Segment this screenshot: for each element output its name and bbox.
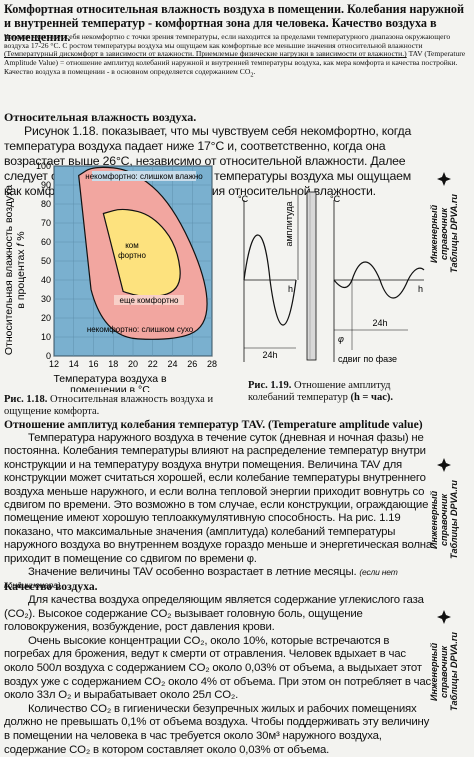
y-axis-label-2: в процентах f % [15,231,27,308]
section-air-paragraph: Для качества воздуха определяющим являет… [4,594,432,757]
y-tick-label: 90 [41,180,51,190]
sidebar-brand-3: Инженерный справочник Таблицы DPVA.ru [429,610,459,722]
figure-119-note: (h = час). [350,391,393,403]
period-right-label: 24h [372,318,387,328]
sidebar-brand-2: Инженерный справочник Таблицы DPVA.ru [429,458,459,570]
intro-part-2: TAV (Temperature Amplitude Value) = отно… [4,49,466,76]
air-text-3: Количество CO₂ в гигиенически безупречны… [4,702,430,756]
y-tick-label: 30 [41,294,51,304]
amplitude-label: амплитуда [284,201,294,246]
zone-center-label-2: фортно [118,251,146,260]
figure-119-text: Отношение амплитуд колебаний температур [248,380,391,403]
x-tick-label: 22 [148,359,158,369]
sidebar-brand-2-text: Инженерный справочник Таблицы DPVA.ru [429,480,459,560]
x-tick-label: 20 [128,359,138,369]
tav-heading-ru: Отношение амплитуд колебания температур … [4,418,266,431]
wall-block [306,191,317,361]
sidebar-brand-1: Инженерный справочник Таблицы DPVA.ru [429,172,459,284]
y-tick-label: 50 [41,256,51,266]
sidebar-brand-1-text: Инженерный справочник Таблицы DPVA.ru [429,194,459,274]
left-h-label: h [288,284,293,294]
figure-119-number: Рис. 1.19. [248,380,292,391]
x-axis-label-2: помещении в °С [70,384,150,392]
zone-top-bg [92,171,196,181]
y-axis-label: Относительная влажность воздуха [3,185,15,355]
intro-part-1: Человек чувствует себя некомфортно с точ… [4,32,451,50]
x-tick-labels: 12 14 16 18 20 22 24 26 28 [49,359,217,369]
x-tick-label: 26 [187,359,197,369]
humidity-link[interactable]: (Температурный дискомфорт в зависимости … [4,49,407,59]
y-tick-label: 10 [41,332,51,342]
x-tick-label: 14 [69,359,79,369]
figure-humidity-chart: Относительная влажность воздуха в процен… [3,161,217,392]
y-tick-label: 40 [41,275,51,285]
zone-top-label: некомфортно: слишком влажно [85,172,203,181]
section-tav-heading: Отношение амплитуд колебания температур … [4,418,423,431]
x-tick-label: 18 [108,359,118,369]
page-title: Комфортная относительная влажность возду… [4,2,464,44]
x-tick-label: 28 [207,359,217,369]
phi-label: φ [338,334,344,344]
compass-icon [437,610,451,624]
y-tick-label: 100 [36,161,51,171]
intro-text: Человек чувствует себя некомфортно с точ… [4,32,470,80]
inner-temperature-wave [333,261,425,299]
figure-118-number: Рис. 1.18. [4,394,48,405]
air-text-1: Для качества воздуха определяющим являет… [4,594,424,634]
period-left-label: 24h [262,350,277,360]
right-h-label: h [418,284,423,294]
y-tick-label: 0 [46,351,51,361]
figure-119-caption: Рис. 1.19. Отношение амплитуд колебаний … [248,380,430,403]
zone-center-label-1: ком [125,241,139,250]
tav-heading-en: (Temperature amplitude value) [268,418,423,431]
tav-note: (если нет кондиционера) [4,567,398,591]
y-tick-label: 80 [41,199,51,209]
zone-still-label: еще комфортно [120,296,180,305]
section-tav-paragraph: Температура наружного воздуха в течение … [4,432,432,593]
tav-text-2: Значение величины TAV особенно возрастае… [28,566,357,579]
air-text-2: Очень высокие концентрации CO₂, около 10… [4,634,432,702]
figure-118-text: Относительная влажность воздуха и ощущен… [4,394,214,417]
section-humidity-heading: Относительная влажность воздуха. [4,110,197,124]
sidebar-brand-3-text: Инженерный справочник Таблицы DPVA.ru [429,632,459,712]
compass-icon [437,172,451,186]
compass-icon [437,458,451,472]
outer-temperature-wave [243,234,297,326]
x-tick-label: 16 [88,359,98,369]
left-unit-label: °С [238,194,249,204]
tav-text: Температура наружного воздуха в течение … [4,432,432,565]
y-tick-label: 60 [41,237,51,247]
zone-bottom-label: некомфортно: слишком сухо [87,325,194,334]
y-tick-label: 20 [41,313,51,323]
x-tick-label: 24 [167,359,177,369]
y-tick-label: 70 [41,218,51,228]
phase-shift-label: сдвиг по фазе [338,354,397,364]
figure-temperature-waves: °С амплитуда h 24h °С h φ 24h сдвиг по ф… [238,190,425,364]
x-axis-label-1: Температура воздуха в [53,373,167,385]
section-air-heading: Качество воздуха. [4,580,98,593]
x-tick-label: 12 [49,359,59,369]
zone-still-bg [114,295,184,305]
intro-sub: 2 [250,71,254,79]
intro-end: . [253,66,256,76]
figure-118-caption: Рис. 1.18. Относительная влажность возду… [4,394,230,417]
right-unit-label: °С [330,194,341,204]
